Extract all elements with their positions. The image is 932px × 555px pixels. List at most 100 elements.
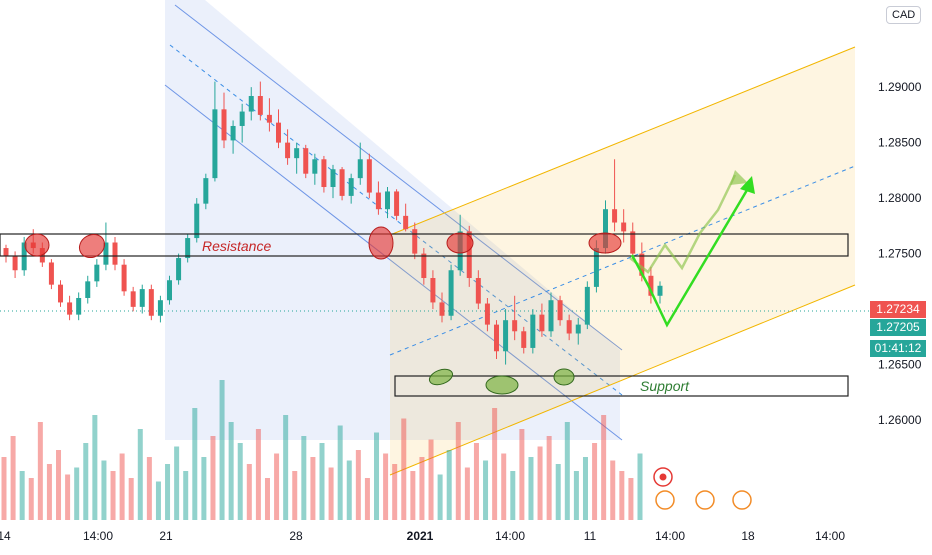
volume-bar: [28, 478, 34, 520]
volume-bar: [573, 471, 579, 520]
volume-bar: [601, 415, 607, 520]
ascending-channel-top: [389, 46, 856, 236]
volume-bar: [119, 453, 125, 520]
support-label: Support: [640, 378, 690, 394]
volume-bar: [1, 457, 7, 520]
descending-channel-bottom: [164, 84, 623, 441]
candle-body: [130, 291, 136, 307]
volume-bar: [301, 436, 307, 520]
volume-bar: [355, 450, 361, 520]
candle-body: [394, 191, 400, 216]
volume-bar: [137, 429, 143, 520]
volume-bar: [492, 408, 498, 520]
volume-bar: [19, 471, 25, 520]
candle-body: [248, 96, 254, 112]
descending-channel-top: [174, 4, 623, 351]
currency-badge[interactable]: CAD: [886, 6, 922, 24]
volume-bar: [165, 464, 171, 520]
volume-bar: [10, 436, 16, 520]
support-touch-3: [553, 368, 575, 386]
volume-bar: [237, 443, 243, 520]
ascending-channel-bottom: [389, 284, 856, 476]
candle-body: [530, 314, 536, 348]
support-touch-markers: [428, 368, 575, 395]
candle-body: [466, 231, 472, 279]
y-tick-label: 1.28000: [878, 191, 922, 205]
volume-bar: [192, 408, 198, 520]
x-tick-label: 11: [584, 529, 597, 543]
us-flag-icon: [655, 490, 675, 510]
candle-body: [539, 314, 545, 332]
candle-body: [512, 320, 518, 332]
candle-body: [76, 297, 82, 315]
volume-bar: [337, 425, 343, 520]
candle-body: [657, 285, 663, 296]
support-touch-1: [428, 368, 454, 386]
volume-bar: [56, 450, 62, 520]
volume-bar: [255, 429, 261, 520]
candle-body: [239, 111, 245, 126]
candle-body: [230, 125, 236, 141]
volume-bar: [346, 460, 352, 520]
volume-bar: [319, 443, 325, 520]
candle-body: [403, 215, 409, 230]
candle-body: [484, 303, 490, 325]
volume-bar: [473, 443, 479, 520]
volume-bar: [310, 457, 316, 520]
volume-bar: [219, 380, 225, 520]
volume-bar: [283, 415, 289, 520]
volume-bar: [37, 422, 43, 520]
volume-bar: [110, 471, 116, 520]
candle-body: [503, 320, 509, 352]
volume-bar: [201, 457, 207, 520]
volume-bar: [128, 478, 134, 520]
projection-arrow-head: [740, 176, 755, 194]
candle-body: [639, 253, 645, 276]
candle-body: [475, 278, 481, 304]
time-axis[interactable]: 14 14:00 21 28 2021 14:00 11 14:00 18 14:00: [0, 529, 845, 543]
volume-bar: [428, 439, 434, 520]
candle-body: [257, 96, 263, 115]
volume-bar: [46, 464, 52, 520]
candle-body: [58, 284, 63, 303]
candle-body: [348, 178, 354, 196]
y-tick-label: 1.26000: [878, 413, 922, 427]
y-tick-label: 1.28500: [878, 136, 922, 150]
candle-body: [603, 209, 608, 249]
candle-body: [575, 324, 581, 334]
candle-body: [294, 148, 300, 159]
candle-body: [121, 264, 127, 292]
candle-body: [303, 148, 309, 174]
candle-body: [112, 242, 118, 265]
candle-body: [212, 109, 218, 179]
candle-body: [548, 300, 554, 332]
volume-bar: [410, 471, 416, 520]
candle-body: [621, 222, 627, 232]
candle-body: [276, 122, 281, 143]
candle-body: [148, 289, 154, 316]
candle-body: [67, 302, 73, 315]
volume-bar: [628, 478, 634, 520]
candle-body: [103, 242, 109, 265]
us-flag-icon: [732, 490, 752, 510]
volume-bar: [619, 471, 625, 520]
volume-bar: [264, 478, 270, 520]
candle-body: [366, 159, 372, 193]
candle-body: [430, 278, 436, 303]
x-tick-label: 2021: [407, 529, 434, 543]
current-price-tag: 1.27205: [870, 319, 926, 336]
volume-bar: [592, 443, 598, 520]
volume-bar: [455, 422, 461, 520]
volume-bar: [546, 436, 552, 520]
volume-bar: [65, 474, 71, 520]
volume-bar: [464, 467, 470, 520]
x-tick-label: 14:00: [815, 529, 845, 543]
volume-bar: [401, 418, 407, 520]
x-tick-label: 21: [159, 529, 173, 543]
resistance-zone: [0, 233, 849, 257]
volume-bar: [537, 446, 543, 520]
resistance-touch-5: [588, 232, 622, 254]
candle-body: [48, 262, 54, 285]
